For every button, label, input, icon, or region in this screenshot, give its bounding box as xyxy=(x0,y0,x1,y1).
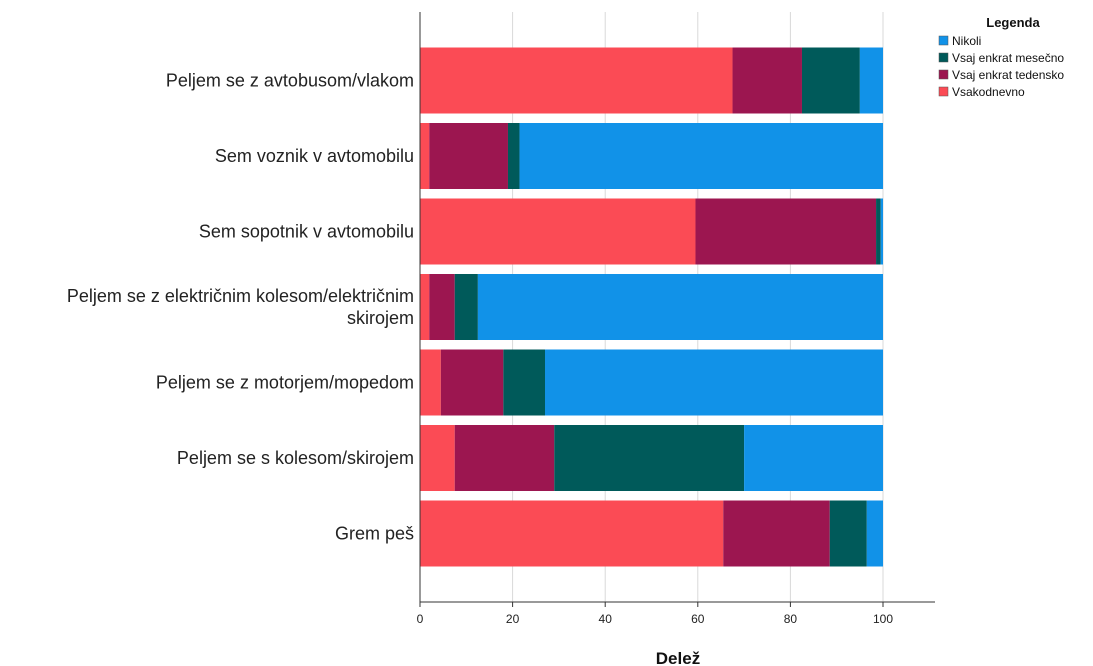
category-label: Grem peš xyxy=(335,524,414,544)
category-label: Peljem se z avtobusom/vlakom xyxy=(166,71,414,91)
bar-segment-4-4 xyxy=(477,274,883,340)
legend: Legenda Nikoli Vsaj enkrat mesečno Vsaj en… xyxy=(938,15,1064,99)
category-label: Peljem se z motorjem/mopedom xyxy=(156,373,414,393)
x-axis-title: Delež xyxy=(656,649,700,666)
x-tick-label: 80 xyxy=(784,612,798,626)
bar-segment-2-2 xyxy=(429,123,508,189)
x-tick-label: 60 xyxy=(691,612,705,626)
legend-entry: Vsakodnevno xyxy=(952,85,1025,99)
bar-segment-7-1 xyxy=(420,500,724,567)
bars xyxy=(420,47,883,567)
x-tick-label: 0 xyxy=(417,612,424,626)
bar-segment-5-3 xyxy=(503,349,546,416)
bar-segment-5-2 xyxy=(440,349,504,416)
category-label: Peljem se s kolesom/skirojem xyxy=(177,448,414,468)
legend-swatch xyxy=(938,69,949,80)
bar-segment-6-4 xyxy=(744,425,883,491)
bar-segment-3-2 xyxy=(695,198,877,265)
legend-entry: Vsaj enkrat mesečno xyxy=(952,51,1064,65)
legend-swatch xyxy=(938,52,949,63)
bar-segment-2-3 xyxy=(507,123,520,189)
x-tick-label: 20 xyxy=(506,612,520,626)
x-tick-labels: 0 20 40 60 80 100 xyxy=(417,602,893,626)
category-label: Sem voznik v avtomobilu xyxy=(215,146,414,166)
category-label: skirojem xyxy=(347,308,414,328)
bar-segment-3-3 xyxy=(876,198,881,265)
bar-segment-2-4 xyxy=(519,123,883,189)
bar-segment-5-4 xyxy=(545,349,883,416)
bar-segment-4-1 xyxy=(420,274,430,340)
bar-segment-2-1 xyxy=(420,123,430,189)
bar-segment-4-2 xyxy=(429,274,455,340)
bar-segment-6-2 xyxy=(454,425,555,491)
x-tick-label: 100 xyxy=(873,612,893,626)
bar-segment-4-3 xyxy=(454,274,478,340)
bar-segment-1-1 xyxy=(420,47,733,114)
axes xyxy=(419,12,935,603)
bar-segment-6-3 xyxy=(554,425,745,491)
category-label: Sem sopotnik v avtomobilu xyxy=(199,222,414,242)
bar-segment-7-3 xyxy=(829,500,867,567)
bar-segment-1-3 xyxy=(801,47,860,114)
legend-title: Legenda xyxy=(986,15,1040,30)
legend-entry: Nikoli xyxy=(952,34,981,48)
legend-swatch xyxy=(938,35,949,46)
x-tick-label: 40 xyxy=(599,612,613,626)
bar-segment-7-4 xyxy=(866,500,883,567)
bar-segment-5-1 xyxy=(420,349,441,416)
bar-segment-3-4 xyxy=(880,198,883,265)
legend-swatch xyxy=(938,86,949,97)
category-label: Peljem se z električnim kolesom/električ… xyxy=(67,286,414,306)
bar-segment-1-2 xyxy=(732,47,802,114)
bar-segment-6-1 xyxy=(420,425,455,491)
bar-segment-1-4 xyxy=(859,47,883,114)
bar-segment-7-2 xyxy=(723,500,830,567)
legend-entry: Vsaj enkrat tedensko xyxy=(952,68,1064,82)
category-labels: Peljem se z avtobusom/vlakom Sem voznik v… xyxy=(67,71,414,544)
bar-segment-3-1 xyxy=(420,198,696,265)
